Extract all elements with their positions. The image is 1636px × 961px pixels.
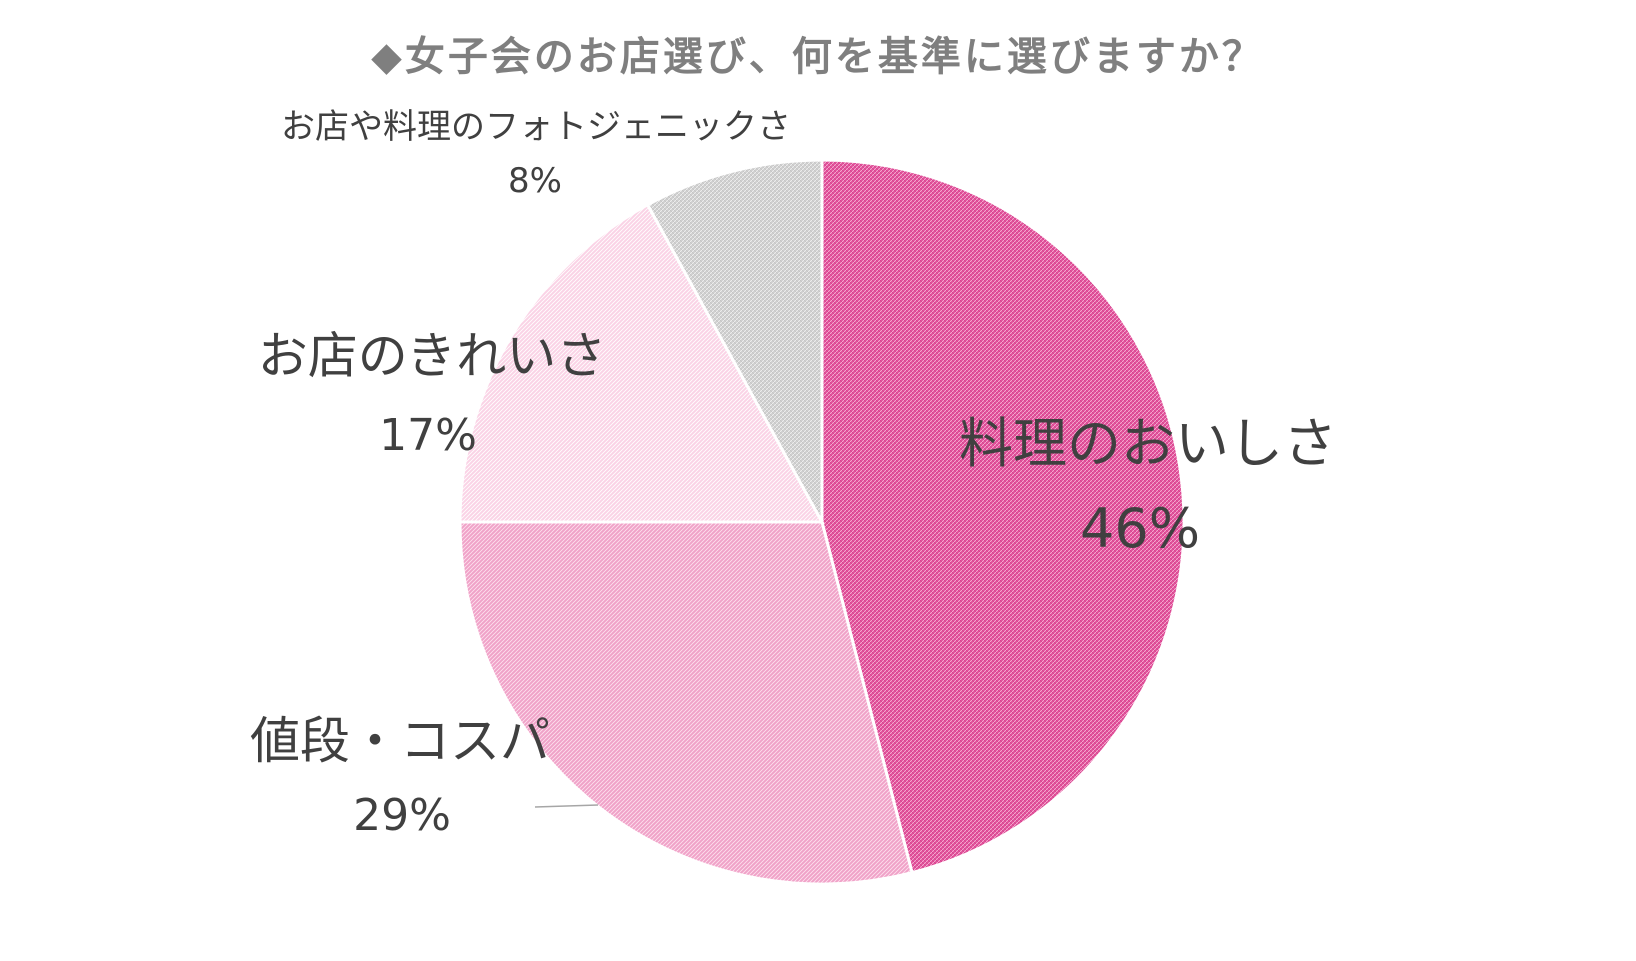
slice-labels: 料理のおいしさ 46% 値段・コスパ 29% お店のきれいさ 17% お店や料理…: [250, 107, 1337, 841]
slice-value-料理のおいしさ: 46%: [1080, 497, 1200, 560]
slice-value-値段-コスパ: 29%: [353, 790, 451, 841]
slice-value-お店のきれいさ: 17%: [379, 410, 477, 461]
slice-label-お店や料理のフォトジェニックさ: お店や料理のフォトジェニックさ: [281, 107, 791, 147]
slice-value-お店や料理のフォトジェニックさ: 8%: [508, 161, 562, 201]
pie-slice-お店のきれいさ: [458, 202, 825, 524]
pie-slice-値段-コスパ: [458, 520, 914, 886]
chart-title: ◆女子会のお店選び、何を基準に選びますか？: [371, 34, 1265, 80]
leader-line-値段-コスパ: [534, 804, 599, 808]
slice-label-料理のおいしさ: 料理のおいしさ: [959, 412, 1337, 475]
slice-label-値段-コスパ: 値段・コスパ: [250, 712, 550, 770]
pie-slices: [458, 158, 1186, 886]
pie-slice-料理のおいしさ: [820, 158, 1186, 875]
pie-slice-お店や料理のフォトジェニックさ: [645, 158, 824, 523]
slice-label-お店のきれいさ: お店のきれいさ: [258, 327, 607, 385]
